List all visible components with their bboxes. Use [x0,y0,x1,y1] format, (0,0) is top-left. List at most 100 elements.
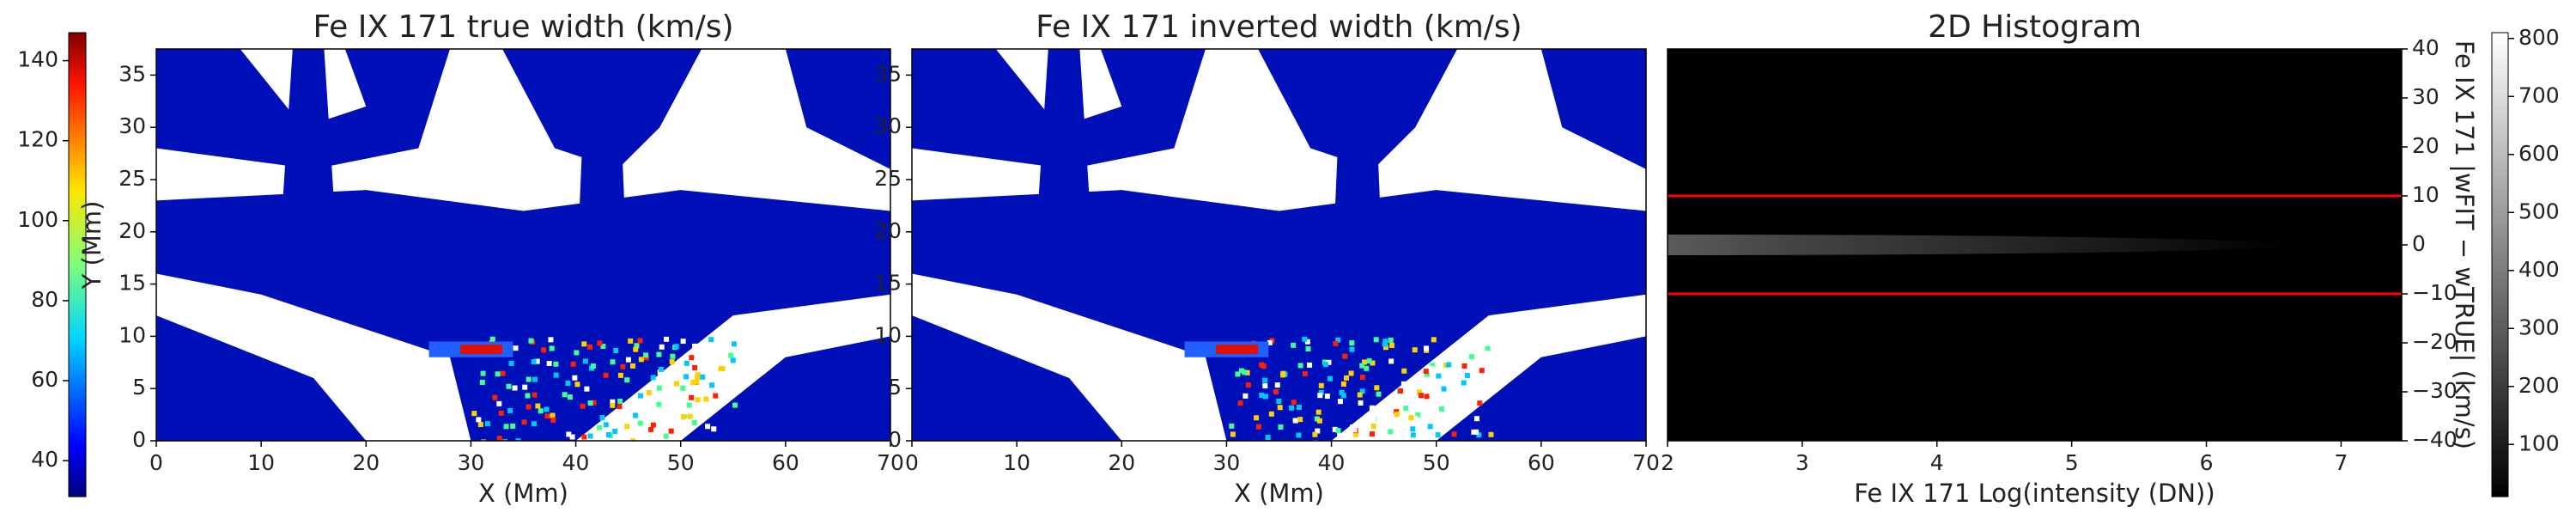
map-pixel [1359,388,1365,394]
map-pixel [1230,431,1236,437]
map-pixel [617,372,623,378]
map-pixel [1259,362,1265,368]
map-pixel [683,360,690,366]
map-pixel [1401,368,1407,374]
map-pixel [1488,431,1494,437]
map-pixel [1394,409,1400,415]
y-tick-label: 20 [118,218,146,243]
map-pixel [659,366,665,372]
y-tick-label: 20 [874,218,902,243]
map-region [785,49,890,169]
map-pixel [709,382,715,388]
map-pixel [1273,388,1279,394]
map-pixel [591,400,597,406]
map-pixel [1388,429,1394,435]
map-pixel [1388,337,1394,343]
x-tick-label: 30 [458,450,485,475]
plot-area [1668,49,2402,441]
map-pixel [1461,380,1467,386]
map-pixel [1302,371,1308,377]
colorbar-tick-label: 200 [2518,373,2560,398]
map-pixel [603,422,609,428]
x-axis-label: X (Mm) [1234,479,1324,508]
map-pixel [1297,417,1303,423]
map-pixel [1376,416,1382,422]
map-pixel [1277,405,1283,411]
colorbar-tick-label: 80 [31,287,58,312]
map-pixel [582,358,588,364]
colorbar-tick-label: 100 [17,207,58,232]
map-pixel [624,424,630,430]
map-pixel [1358,400,1364,406]
map-pixel [502,439,508,441]
x-tick-label: 50 [1423,450,1450,475]
y-tick-label: 10 [874,322,902,347]
map-pixel [628,338,634,344]
map-pixel [691,419,697,425]
map-pixel [510,423,516,429]
map-pixel [1398,388,1404,394]
map-pixel [484,421,490,427]
map-pixel [637,338,643,344]
map-pixel [498,410,504,416]
map-pixel [546,360,552,366]
map-pixel [597,424,603,430]
map-pixel [1479,368,1485,374]
map-pixel [723,366,729,372]
x-tick-label: 30 [1213,450,1241,475]
y-tick-label: 15 [874,271,902,296]
map-pixel [1397,430,1403,436]
map-pixel [648,426,654,432]
y-tick-label: 30 [2412,84,2439,109]
map-pixel [535,403,541,409]
colorbar-tick-label: 140 [17,47,58,72]
map-pixel [1304,339,1310,345]
map-pixel [1276,398,1282,404]
map-pixel [1350,424,1356,430]
map-pixel [1476,432,1482,438]
map-pixel [1374,385,1380,391]
x-tick-label: 5 [2065,450,2079,475]
map-pixel [1453,415,1459,421]
map-pixel [1262,377,1268,383]
x-axis-label: X (Mm) [478,479,568,508]
map-pixel [1235,371,1241,377]
map-pixel [633,346,639,352]
map-pixel [508,360,514,366]
axes-frame [155,48,891,442]
colorbar-tick-label: 500 [2518,198,2560,223]
map-pixel [1441,386,1447,392]
y-tick-label: 5 [888,375,902,400]
map-pixel [1342,353,1348,359]
map-pixel [610,399,616,405]
chart-title: Fe IX 171 true width (km/s) [313,9,733,45]
colorbar-tick-label: 60 [31,367,58,392]
map-pixel [617,398,623,404]
map-pixel [522,384,528,390]
map-pixel [1307,362,1313,368]
map-pixel [610,402,616,408]
map-pixel [1483,351,1489,357]
map-pixel [565,380,571,386]
map-pixel [1318,382,1324,388]
y-tick-label: −40 [2412,427,2458,452]
map-pixel [1419,393,1425,399]
map-pixel [532,421,538,427]
map-pixel [1438,406,1444,412]
map-pixel [674,381,680,387]
map-pixel [531,359,537,365]
map-region [156,49,450,169]
map-pixel [574,350,580,356]
map-pixel [730,357,736,363]
map-pixel [1417,389,1423,395]
map-pixel [658,391,664,397]
map-pixel [718,366,724,372]
map-pixel [625,357,631,363]
map-pixel [1315,428,1321,434]
map-pixel [1244,369,1250,375]
map-pixel [569,434,575,440]
map-pixel [1312,431,1318,437]
map-pixel [1259,393,1265,399]
map-pixel [1291,342,1297,348]
y-tick-label: −10 [2412,280,2458,305]
